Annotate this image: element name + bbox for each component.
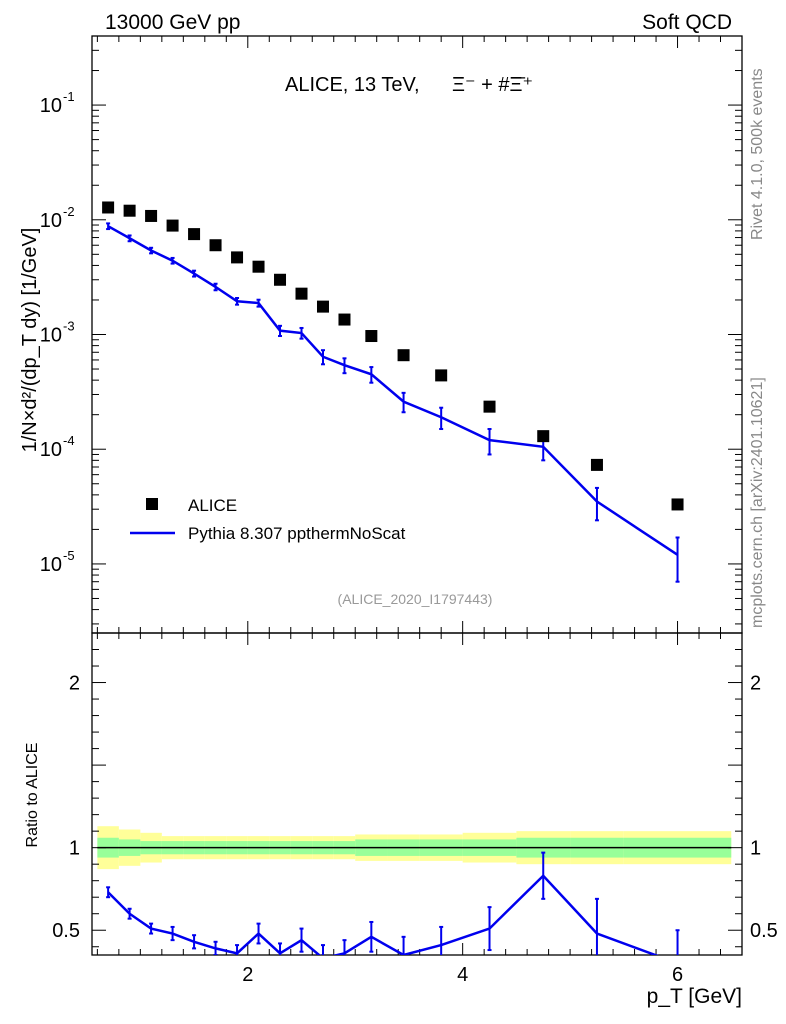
data-point: [671, 498, 684, 511]
ratio-y-tick-label: 1: [69, 838, 80, 860]
ratio-y-tick-label: 0.5: [52, 920, 80, 942]
analysis-id: (ALICE_2020_I1797443): [338, 591, 493, 607]
y-tick-label: 10: [40, 439, 62, 461]
y-tick-label: 10: [40, 95, 62, 117]
data-point: [537, 430, 550, 443]
data-point: [166, 219, 179, 232]
x-tick-label: 6: [672, 964, 683, 986]
data-point: [252, 260, 265, 273]
data-point: [295, 287, 308, 300]
data-point: [483, 400, 496, 413]
main-ticks: 10-110-210-310-410-5: [40, 35, 743, 633]
ratio-series: [106, 851, 680, 955]
data-point: [102, 201, 115, 214]
data-point: [274, 273, 287, 286]
legend: ALICE Pythia 8.307 ppthermNoScat: [130, 496, 406, 543]
ratio-line: [107, 873, 659, 955]
y-tick-label: 10: [40, 325, 62, 347]
data-point: [188, 228, 201, 241]
data-point: [231, 251, 244, 264]
ratio-clipped-group: [106, 851, 680, 955]
y-tick-label: 10: [40, 554, 62, 576]
plot-title-particle: Ξ⁻ + #Ξ̄⁺: [452, 74, 533, 96]
data-point: [145, 209, 158, 222]
ratio-y-tick-label: 2: [69, 673, 80, 695]
y-tick-exponent: -5: [63, 548, 75, 563]
x-tick-label: 4: [457, 964, 468, 986]
plot-title: ALICE, 13 TeV, Ξ⁻ + #Ξ̄⁺: [285, 74, 533, 96]
ratio-frame: [91, 632, 743, 956]
x-tick-label: 2: [242, 964, 253, 986]
rivet-label: Rivet 4.1.0, 500k events: [749, 68, 766, 240]
y-tick-label: 10: [40, 210, 62, 232]
main-series: [102, 201, 684, 583]
main-frame: [91, 35, 743, 634]
legend-label-pythia: Pythia 8.307 ppthermNoScat: [188, 524, 406, 543]
plot-title-text: ALICE, 13 TeV,: [285, 74, 420, 96]
ratio-y-tick-label-right: 2: [750, 673, 761, 695]
ratio-uncertainty-bands: [97, 826, 732, 870]
data-point: [338, 313, 351, 326]
data-point: [397, 349, 410, 362]
y-tick-exponent: -4: [63, 433, 75, 448]
data-point: [365, 330, 378, 343]
header-left: 13000 GeV pp: [105, 11, 240, 34]
xlabel: p_T [GeV]: [647, 985, 742, 1008]
data-point: [123, 204, 136, 217]
mcplots-label: mcplots.cern.ch [arXiv:2401.10621]: [749, 377, 766, 628]
mc-line: [107, 225, 679, 556]
ratio-ticks: 2 4 6 0.5 0.5 1 1 2 2: [52, 633, 778, 986]
data-point: [590, 458, 603, 471]
y-tick-exponent: -3: [63, 319, 75, 334]
header-right: Soft QCD: [642, 11, 732, 34]
y-tick-exponent: -1: [63, 89, 75, 104]
ratio-ylabel: Ratio to ALICE: [24, 743, 41, 848]
main-panel: 10-110-210-310-410-5: [40, 35, 743, 634]
ratio-y-tick-label-right: 1: [750, 838, 761, 860]
data-point: [435, 369, 448, 382]
data-point: [209, 239, 222, 252]
main-ylabel: 1/N×d²/(dp_T dy) [1/GeV]: [19, 228, 41, 453]
legend-marker-alice: [146, 498, 158, 510]
y-tick-exponent: -2: [63, 204, 75, 219]
data-point: [316, 300, 329, 313]
ratio-panel: 2 4 6 0.5 0.5 1 1 2 2: [52, 632, 778, 986]
ratio-y-tick-label-right: 0.5: [750, 920, 778, 942]
legend-label-alice: ALICE: [188, 496, 237, 515]
